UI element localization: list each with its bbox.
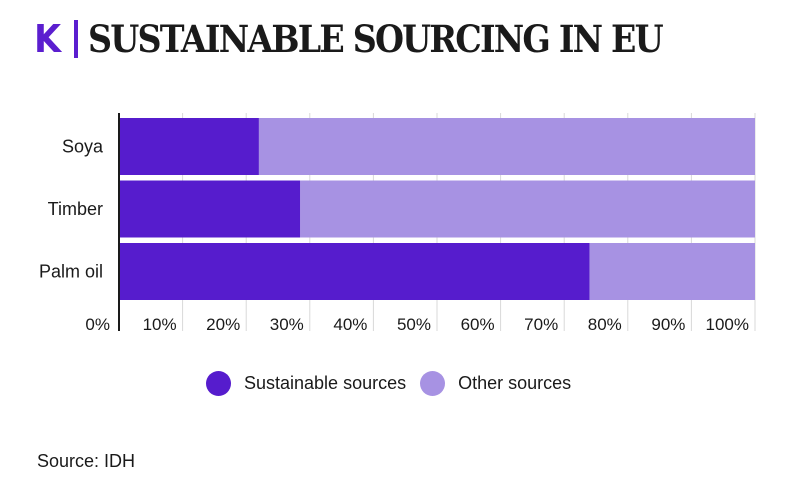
bar-other-palm-oil xyxy=(589,243,755,300)
header-divider xyxy=(74,20,78,58)
x-tick-label: 100% xyxy=(706,315,749,334)
legend-item-sustainable: Sustainable sources xyxy=(206,371,406,396)
chart-header: K SUSTAINABLE SOURCING IN EU xyxy=(34,16,726,62)
category-label: Timber xyxy=(48,199,103,219)
bar-layer xyxy=(119,118,755,300)
brand-logo: K xyxy=(34,17,62,61)
x-tick-label: 30% xyxy=(270,315,304,334)
x-tick-label: 20% xyxy=(206,315,240,334)
category-label: Palm oil xyxy=(39,262,103,282)
chart-legend: Sustainable sources Other sources xyxy=(206,371,585,396)
label-layer: Soya Timber Palm oil 0% 10% 20% 30% 40% 50% 60% 70… xyxy=(39,137,749,335)
x-tick-label: 40% xyxy=(333,315,367,334)
legend-swatch-sustainable xyxy=(206,371,231,396)
x-tick-label: 90% xyxy=(651,315,685,334)
category-label: Soya xyxy=(62,137,104,157)
legend-label-other: Other sources xyxy=(458,373,572,393)
x-tick-label: 60% xyxy=(461,315,495,334)
x-tick-label: 80% xyxy=(588,315,622,334)
legend-item-other: Other sources xyxy=(420,371,571,396)
x-tick-label: 10% xyxy=(143,315,177,334)
bar-other-soya xyxy=(258,118,755,175)
chart-title: SUSTAINABLE SOURCING IN EU xyxy=(88,16,664,61)
bar-other-timber xyxy=(300,180,755,238)
x-tick-label: 0% xyxy=(85,315,110,334)
legend-swatch-other xyxy=(420,371,446,396)
x-tick-label: 50% xyxy=(397,315,431,334)
bar-sustainable-palm-oil xyxy=(119,243,590,300)
x-tick-label: 70% xyxy=(524,315,558,334)
bar-sustainable-timber xyxy=(119,180,301,238)
source-note: Source: IDH xyxy=(37,451,136,471)
legend-label-sustainable: Sustainable sources xyxy=(244,373,407,393)
bar-sustainable-soya xyxy=(119,118,259,175)
